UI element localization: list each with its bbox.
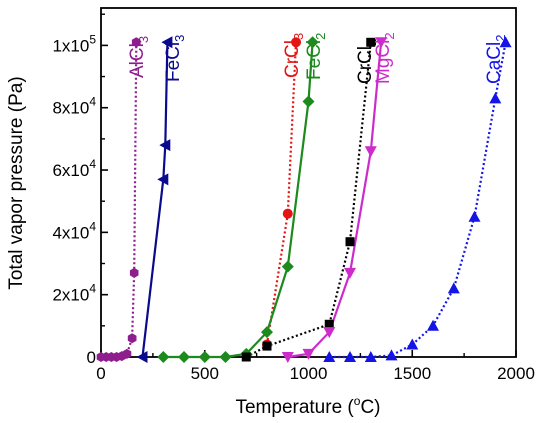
data-point-cacl2	[344, 351, 356, 362]
series-line-crcl3	[265, 42, 298, 345]
data-point-fecl2	[261, 326, 273, 339]
data-point-cacl2	[406, 338, 419, 350]
data-point-alcl3	[122, 348, 132, 359]
data-point-fecl2	[198, 351, 211, 363]
data-point-crcl2	[262, 341, 272, 351]
series-markers	[96, 36, 512, 363]
data-point-cacl2	[323, 351, 336, 362]
series-line-mgcl2	[287, 42, 383, 359]
y-tick-label: 2x104	[52, 282, 96, 305]
data-point-mgcl2	[375, 37, 388, 49]
data-point-mgcl2	[302, 348, 315, 360]
series-label-crcl3: CrCl3	[282, 33, 306, 78]
series-line-alcl3	[101, 42, 138, 359]
data-point-crcl2	[241, 352, 251, 362]
x-tick-label: 2000	[497, 364, 535, 383]
data-point-mgcl2	[323, 327, 336, 339]
series-line-fecl2	[163, 42, 314, 359]
data-point-fecl2	[281, 260, 294, 273]
data-point-crcl2	[366, 37, 376, 47]
series-line-cacl2	[329, 42, 507, 359]
data-point-cacl2	[489, 92, 502, 104]
series-label-fecl2: FeCl2	[304, 33, 328, 80]
data-point-alcl3	[131, 37, 141, 48]
data-point-cacl2	[447, 282, 460, 294]
data-point-fecl3	[136, 351, 148, 363]
data-point-crcl3	[291, 37, 302, 48]
data-point-fecl3	[161, 36, 173, 49]
x-tick-label: 1000	[290, 364, 328, 383]
y-tick-label: 1x105	[52, 32, 96, 55]
series-label-cacl2: CaCl2	[484, 35, 508, 84]
data-point-cacl2	[385, 349, 398, 361]
data-point-alcl3	[129, 267, 139, 278]
series-label-alcl3: AlCl3	[127, 36, 151, 78]
data-point-mgcl2	[364, 146, 377, 158]
axis-ticks: 0 500 1000 1500 2000 0 2x104 4x104 6x104 8x104 1x1…	[52, 13, 535, 383]
x-tick-label: 0	[96, 364, 105, 383]
data-point-fecl2	[157, 351, 170, 363]
series-label-crcl2: CrCl2	[355, 39, 379, 84]
data-point-alcl3	[127, 333, 137, 344]
series-lines	[101, 42, 507, 359]
x-tick-label: 1500	[393, 364, 431, 383]
data-point-cacl2	[468, 210, 481, 222]
data-point-fecl2	[306, 36, 319, 49]
data-point-fecl2	[178, 351, 190, 363]
data-point-fecl2	[302, 95, 315, 108]
series-line-fecl3	[141, 42, 169, 358]
data-point-fecl3	[159, 139, 171, 152]
y-tick-label: 6x104	[52, 157, 96, 180]
data-point-crcl2	[324, 319, 334, 329]
data-point-fecl2	[219, 351, 232, 363]
x-axis-title: Temperature (oC)	[235, 394, 380, 418]
y-tick-label: 4x104	[52, 219, 96, 242]
data-point-mgcl2	[281, 352, 294, 363]
data-point-cacl2	[364, 351, 377, 362]
data-point-cacl2	[499, 36, 512, 48]
data-point-mgcl2	[344, 267, 356, 279]
data-point-cacl2	[427, 319, 439, 331]
y-tick-label: 8x104	[52, 95, 96, 118]
data-point-crcl2	[345, 237, 355, 247]
data-point-crcl3	[282, 208, 293, 219]
x-tick-label: 500	[191, 364, 219, 383]
series-label-fecl3: FeCl3	[163, 35, 187, 82]
series-label-mgcl2: MgCl2	[373, 32, 397, 84]
data-point-fecl3	[157, 173, 169, 186]
y-axis-title: Total vapor pressure (Pa)	[6, 76, 27, 289]
y-tick-label: 0	[87, 348, 96, 367]
